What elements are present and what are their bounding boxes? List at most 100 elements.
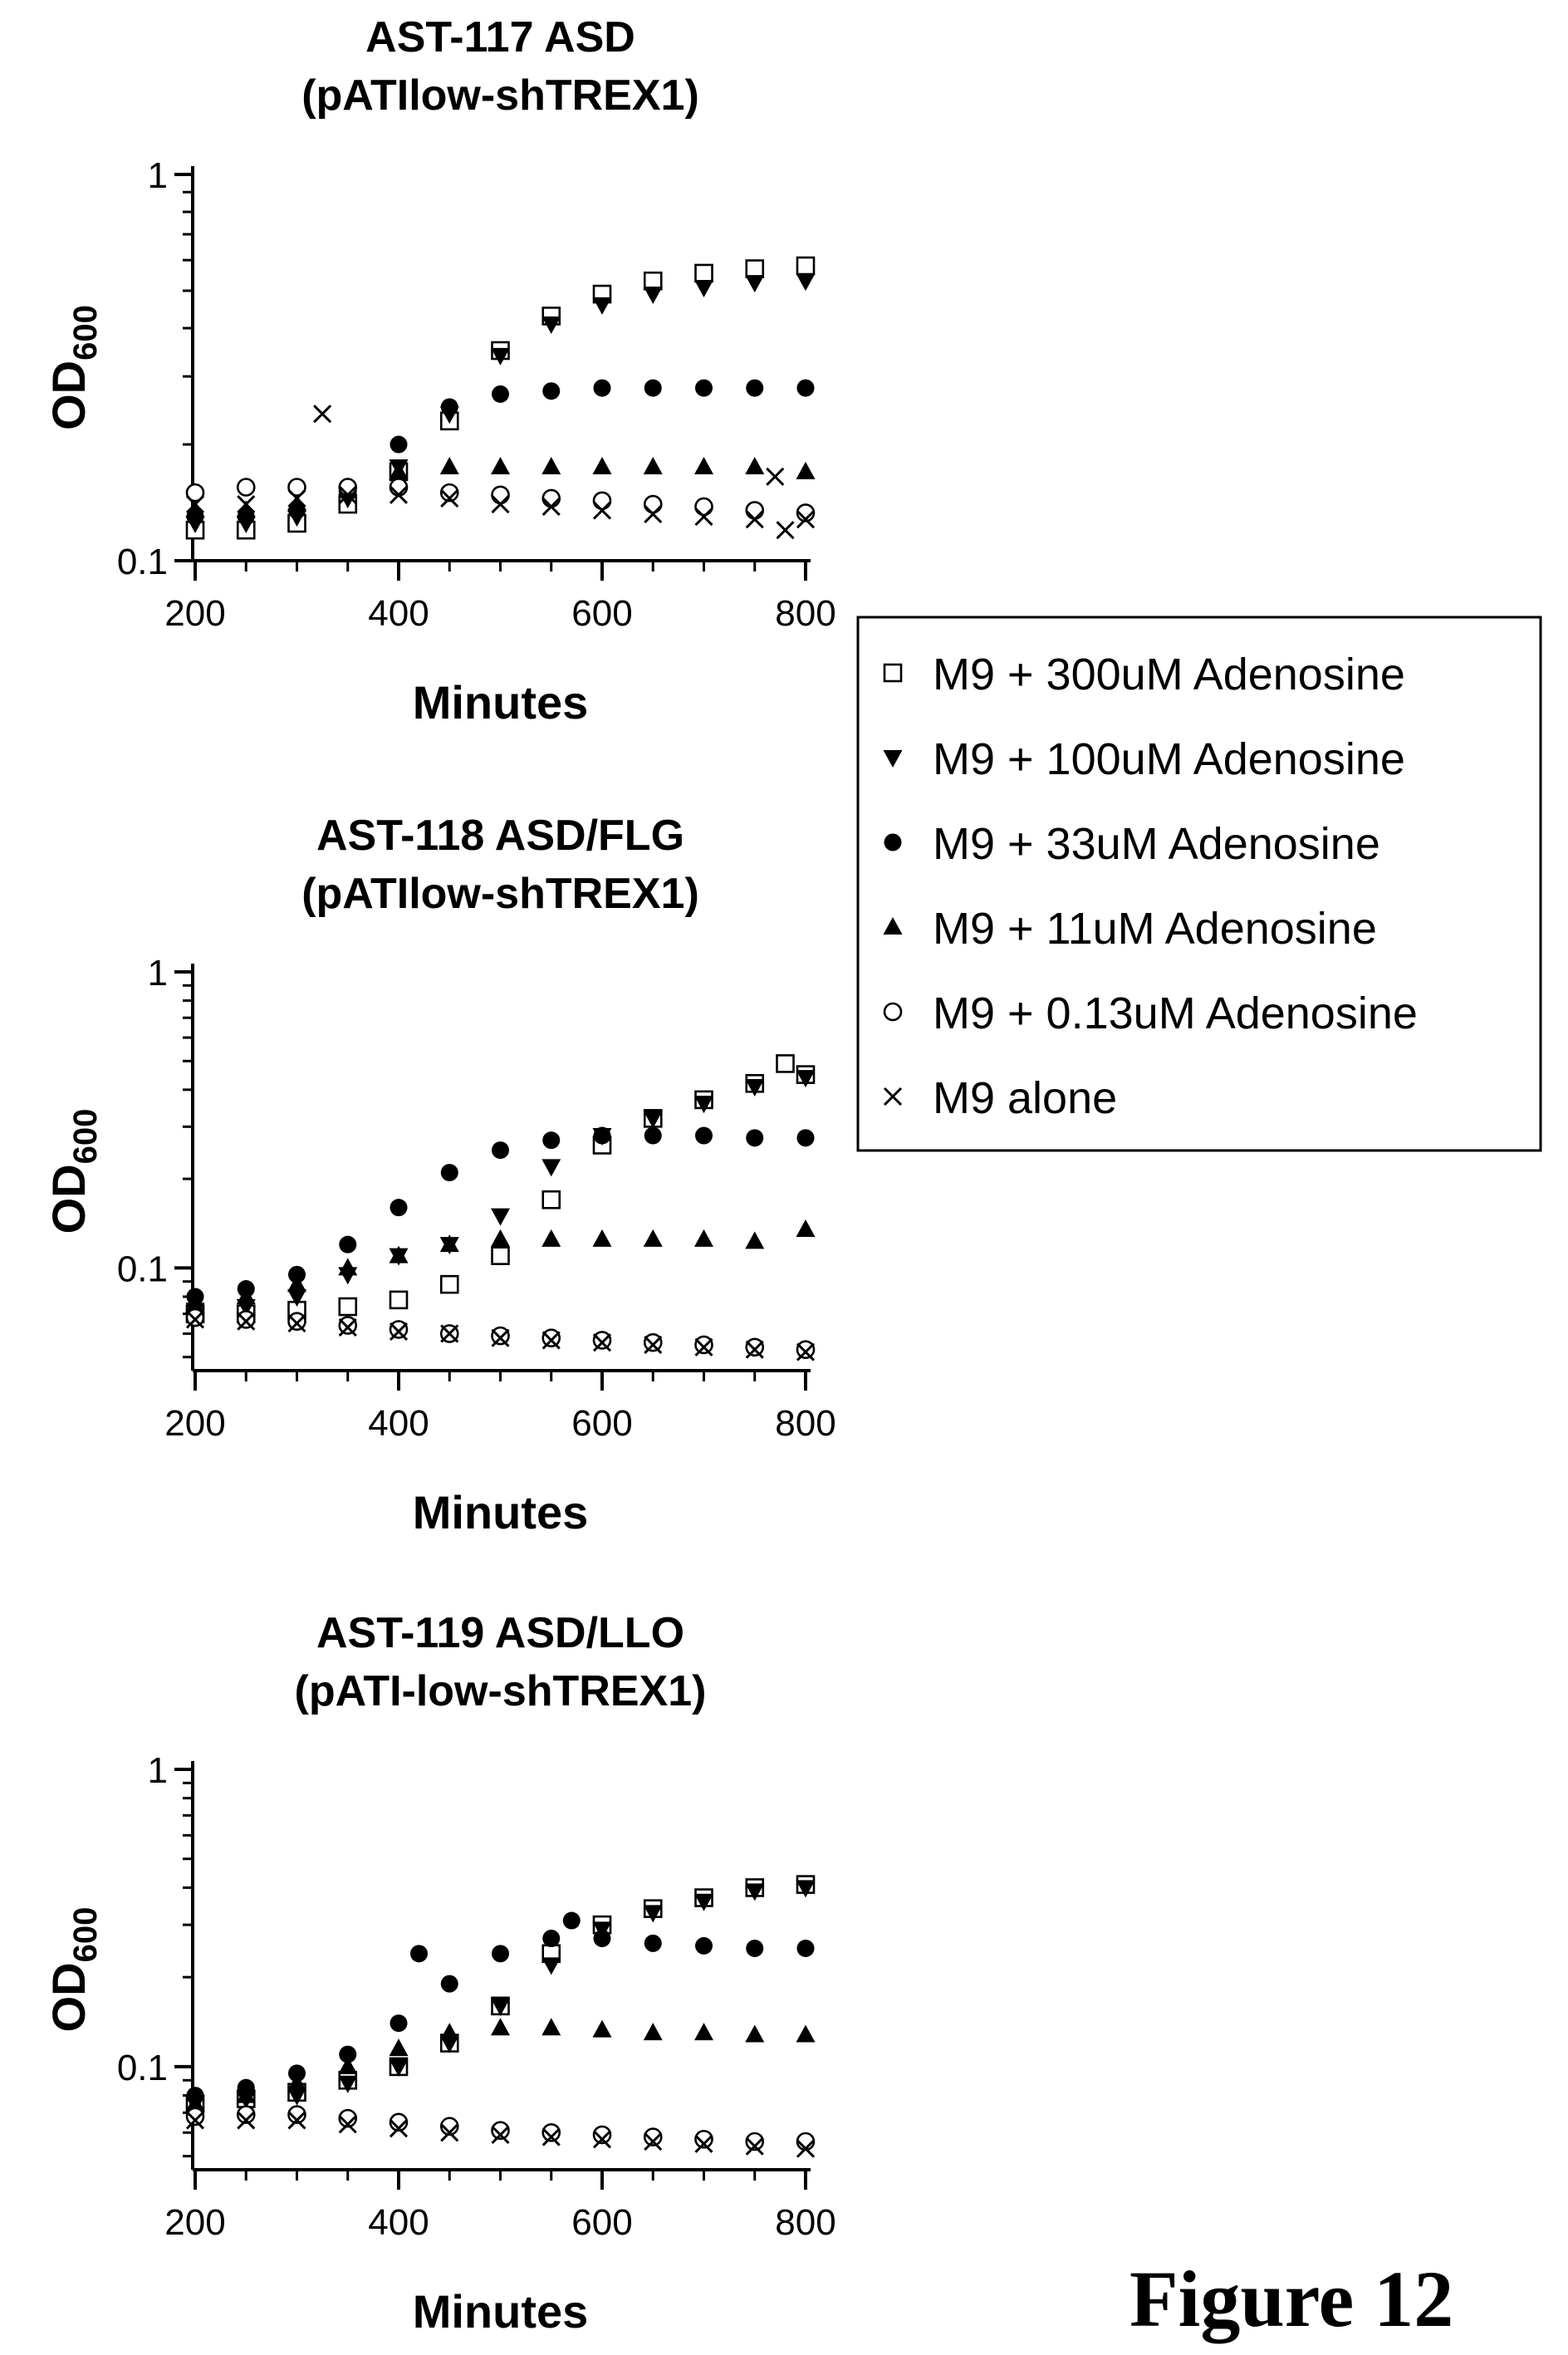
- data-point-m9-alone: [796, 2139, 816, 2158]
- data-point-m9-alone: [338, 485, 357, 504]
- y-axis-label-main: OD: [42, 361, 95, 430]
- data-point-m9-alone: [694, 1337, 713, 1357]
- data-point-0-13um: [389, 478, 409, 497]
- data-point-m9-alone: [491, 1328, 510, 1347]
- data-point-33um: [390, 2014, 408, 2033]
- data-point-11um: [389, 461, 409, 479]
- data-point-11um: [236, 2085, 256, 2103]
- data-point-11um: [491, 1229, 510, 1247]
- data-point-0-13um: [287, 1312, 306, 1332]
- data-point-11um: [592, 2019, 612, 2038]
- data-point-m9-alone: [185, 494, 205, 514]
- data-point-11um: [389, 1245, 409, 1263]
- legend-marker-6: [883, 1087, 903, 1106]
- data-point-33um: [746, 1939, 764, 1957]
- x-tick-label: 400: [368, 1403, 429, 1444]
- data-point-11um: [796, 2024, 816, 2043]
- x-axis-label: Minutes: [413, 2285, 589, 2338]
- data-point-11um: [338, 1258, 358, 1276]
- y-axis-label-main: OD: [42, 1962, 95, 2032]
- data-point-300um: [389, 1290, 409, 1310]
- data-point-100um: [643, 1905, 663, 1923]
- x-tick-label: 400: [368, 593, 429, 634]
- x-tick-label: 200: [164, 593, 225, 634]
- data-point-11um: [643, 1229, 663, 1247]
- data-point-11um: [694, 456, 713, 474]
- data-point-0-13um: [694, 2129, 713, 2149]
- chart-title-line-1: AST-119 ASD/LLO: [316, 1609, 684, 1657]
- data-point-m9-alone: [541, 497, 561, 517]
- data-point-33um: [440, 1164, 458, 1182]
- data-point-100um: [694, 1096, 713, 1114]
- data-point-33um: [593, 1930, 611, 1948]
- data-point-300um: [796, 256, 816, 276]
- data-point-m9-alone: [440, 1324, 459, 1343]
- data-point-100um: [541, 1957, 561, 1975]
- data-point-m9-alone: [541, 2127, 561, 2146]
- data-point-11um: [185, 500, 205, 518]
- legend-items: M9 + 300uM Adenosine M9 + 100uM Adenosine…: [883, 650, 1418, 1123]
- y-axis-label-main: OD: [42, 1164, 95, 1234]
- data-point-33um: [542, 1930, 561, 1948]
- data-point-m9-alone: [440, 2123, 459, 2142]
- y-axis-label: OD600: [42, 1907, 104, 2033]
- data-point-33um: [562, 1911, 581, 1930]
- data-point-33um: [410, 1945, 428, 1963]
- data-point-0-13um: [439, 483, 459, 503]
- series-11um: [185, 456, 816, 518]
- x-tick-label: 800: [775, 593, 835, 634]
- series-0-13um: [185, 2105, 816, 2151]
- legend-marker-5: [883, 1002, 903, 1022]
- series-m9-alone: [185, 405, 816, 540]
- series-0-13um: [185, 1308, 816, 1359]
- data-point-m9-alone: [766, 467, 785, 486]
- data-point-0-13um: [745, 2132, 765, 2151]
- data-point-100um: [592, 297, 612, 315]
- data-point-0-13um: [287, 478, 306, 497]
- data-point-m9-alone: [644, 1335, 663, 1355]
- data-point-100um: [796, 273, 816, 292]
- data-point-0-13um: [236, 2105, 256, 2124]
- data-point-m9-alone: [796, 510, 816, 529]
- legend-label-6: M9 alone: [933, 1073, 1117, 1123]
- data-point-m9-alone: [389, 1322, 409, 1341]
- data-point-0-13um: [338, 2108, 358, 2128]
- data-point-11um: [236, 500, 256, 518]
- data-point-300um: [694, 263, 713, 283]
- data-point-m9-alone: [389, 2119, 409, 2138]
- data-point-0-13um: [287, 2105, 306, 2124]
- data-point-m9-alone: [338, 2115, 357, 2134]
- y-tick-label: 1: [148, 953, 168, 994]
- data-point-m9-alone: [237, 2111, 256, 2130]
- data-point-100um: [643, 287, 663, 305]
- data-point-100um: [745, 275, 765, 293]
- data-point-300um: [745, 259, 765, 278]
- data-point-11um: [287, 1274, 306, 1293]
- x-tick-label: 600: [571, 2202, 632, 2243]
- data-point-100um: [491, 1998, 510, 2016]
- data-point-11um: [592, 1229, 612, 1247]
- data-point-0-13um: [643, 1332, 663, 1352]
- series-300um: [185, 1054, 816, 1323]
- chart-title-line-1: AST-117 ASD: [365, 13, 635, 61]
- data-point-0-13um: [185, 1308, 205, 1327]
- chart-panels: AST-117 ASD (pATIlow-shTREX1) 1 0.1 200 400 60…: [42, 13, 836, 2338]
- data-point-11um: [694, 2023, 713, 2041]
- data-point-33um: [492, 1945, 509, 1963]
- x-tick-label: 200: [164, 2202, 225, 2243]
- data-point-0-13um: [338, 478, 358, 497]
- x-tick-label: 400: [368, 2202, 429, 2243]
- data-point-300um: [491, 1246, 510, 1265]
- data-point-100um: [541, 316, 561, 335]
- data-point-m9-alone: [745, 1340, 764, 1359]
- data-point-0-13um: [491, 1326, 510, 1346]
- data-point-m9-alone: [185, 2111, 205, 2130]
- y-tick-label: 1: [148, 1750, 168, 1791]
- series-m9-alone: [185, 1310, 816, 1361]
- data-point-33um: [796, 379, 815, 397]
- data-point-11um: [338, 2056, 358, 2074]
- data-point-11um: [745, 456, 765, 474]
- data-point-11um: [389, 2039, 409, 2057]
- chart-title-line-2: (pATIlow-shTREX1): [301, 71, 699, 120]
- data-point-m9-alone: [796, 1342, 816, 1361]
